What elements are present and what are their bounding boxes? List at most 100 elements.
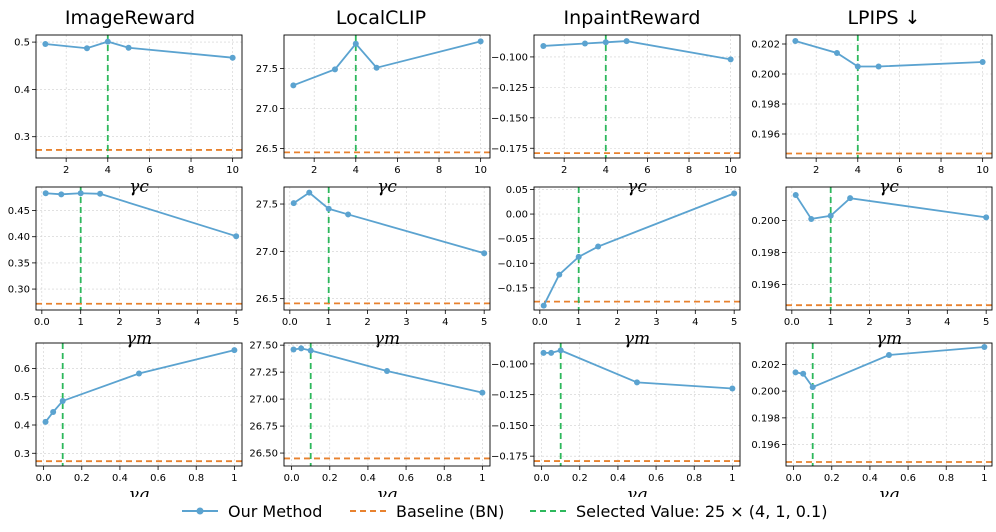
x-axis-label: γm	[374, 329, 400, 349]
data-point	[634, 379, 640, 386]
data-point	[373, 64, 380, 71]
method-series-line	[293, 40, 481, 87]
x-tick-label: 2	[116, 317, 122, 328]
x-tick-label: 2	[614, 317, 620, 328]
y-tick-label: 0.198	[751, 248, 780, 259]
x-tick-label: 5	[983, 317, 989, 328]
x-tick-label: 10	[724, 165, 737, 176]
y-tick-label: 0.5	[14, 392, 30, 403]
x-tick-label: 0.0	[284, 473, 300, 484]
x-tick-label: 1	[576, 317, 582, 328]
axes-frame	[35, 186, 243, 311]
y-tick-label: −0.05	[497, 234, 528, 245]
data-point	[983, 214, 990, 221]
data-point	[233, 233, 240, 240]
data-point	[50, 408, 57, 415]
x-tick-label: 6	[394, 165, 400, 176]
data-point	[595, 243, 602, 250]
data-point	[792, 369, 799, 376]
data-point	[602, 39, 609, 46]
data-point	[556, 271, 563, 278]
legend-label-selected: Selected Value: 25 × (4, 1, 0.1)	[576, 501, 828, 521]
y-tick-label: 0.202	[751, 360, 780, 371]
y-tick-label: 0.198	[751, 100, 780, 111]
y-tick-label: −0.150	[491, 113, 528, 124]
x-tick-label: 4	[603, 165, 609, 176]
y-tick-label: 0.40	[8, 232, 30, 243]
subplot-r2-c3: 0.0 0.2 0.4 0.6 0.8 1 0.196 0.198 0.200 0.202 γq	[751, 342, 993, 497]
x-tick-label: 0.0	[786, 473, 802, 484]
method-series-line	[45, 192, 237, 238]
x-axis-label: γq	[626, 485, 647, 497]
data-point	[352, 40, 359, 47]
method-series-line	[795, 40, 983, 68]
x-tick-label: 4	[442, 317, 448, 328]
data-point	[548, 349, 555, 356]
x-tick-label: 3	[905, 317, 911, 328]
subplot-r0-c0: 2 4 6 8 100.30.40.5γc	[14, 34, 243, 197]
y-tick-label: −0.175	[491, 452, 528, 463]
data-point	[298, 345, 305, 352]
axes-frame	[35, 342, 243, 467]
y-tick-label: 27.5	[256, 200, 278, 211]
axes-frame	[283, 34, 491, 159]
x-tick-label: 2	[866, 317, 872, 328]
x-tick-label: 0.0	[534, 473, 550, 484]
legend-label-method: Our Method	[228, 501, 323, 521]
method-line-icon	[182, 507, 218, 515]
y-tick-label: 0.3	[14, 132, 30, 143]
x-tick-label: 0.8	[938, 473, 954, 484]
x-tick-label: 1	[828, 317, 834, 328]
y-tick-label: 27.50	[249, 341, 278, 352]
y-tick-label: 0.00	[506, 210, 528, 221]
y-tick-label: 0.30	[8, 285, 30, 296]
x-tick-label: 0.6	[398, 473, 414, 484]
data-point	[384, 368, 390, 375]
x-tick-label: 4	[194, 317, 200, 328]
x-tick-label: 10	[976, 165, 989, 176]
data-point	[827, 212, 834, 219]
y-tick-label: −0.15	[497, 283, 528, 294]
x-tick-label: 8	[686, 165, 692, 176]
axes-frame	[283, 342, 491, 467]
data-point	[540, 42, 547, 49]
y-tick-label: −0.100	[491, 52, 528, 63]
method-series-line	[45, 40, 233, 59]
x-tick-label: 2	[311, 165, 317, 176]
x-tick-label: 6	[896, 165, 902, 176]
y-tick-label: 0.35	[8, 258, 30, 269]
x-tick-label: 3	[403, 317, 409, 328]
y-tick-label: 26.5	[256, 294, 278, 305]
x-tick-label: 3	[155, 317, 161, 328]
data-point	[290, 346, 297, 353]
x-tick-label: 4	[105, 165, 111, 176]
x-tick-label: 4	[353, 165, 359, 176]
x-tick-label: 2	[561, 165, 567, 176]
y-tick-label: 27.5	[256, 64, 278, 75]
y-tick-label: −0.125	[491, 83, 528, 94]
data-point	[125, 44, 132, 51]
y-tick-label: 0.202	[751, 40, 780, 51]
data-point	[231, 347, 238, 354]
data-point	[847, 195, 854, 202]
data-point	[808, 215, 815, 222]
y-tick-label: 27.0	[256, 104, 278, 115]
x-tick-label: 0.2	[572, 473, 588, 484]
x-tick-label: 0.4	[360, 473, 376, 484]
column-title-2: InpaintReward	[564, 7, 701, 29]
x-tick-label: 0.0	[36, 473, 52, 484]
x-tick-label: 0.8	[188, 473, 204, 484]
data-point	[83, 45, 90, 52]
subplot-r1-c3: 0.0 1 2 3 4 5 0.196 0.198 0.200 γm	[751, 186, 993, 349]
data-point	[104, 38, 111, 45]
y-tick-label: 0.4	[14, 421, 30, 432]
x-tick-label: 5	[731, 317, 737, 328]
y-tick-label: 0.200	[751, 216, 780, 227]
legend-item-baseline: Baseline (BN)	[348, 497, 504, 525]
data-point	[479, 389, 486, 396]
axes-frame	[533, 186, 741, 311]
data-point	[623, 38, 630, 45]
data-point	[345, 211, 352, 218]
x-tick-label: 0.0	[532, 317, 548, 328]
y-tick-label: 0.4	[14, 85, 30, 96]
